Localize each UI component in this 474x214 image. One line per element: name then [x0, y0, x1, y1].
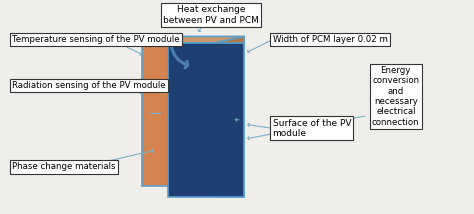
Text: Width of PCM layer 0.02 m: Width of PCM layer 0.02 m — [273, 35, 387, 44]
Text: Temperature sensing of the PV module: Temperature sensing of the PV module — [12, 35, 180, 44]
Bar — [142, 43, 216, 186]
Text: Surface of the PV
module: Surface of the PV module — [273, 119, 351, 138]
Text: Heat exchange
between PV and PCM: Heat exchange between PV and PCM — [163, 5, 259, 25]
Bar — [168, 43, 244, 197]
Polygon shape — [216, 36, 244, 197]
Text: Energy
conversion
and
necessary
electrical
connection: Energy conversion and necessary electric… — [372, 66, 419, 127]
Text: Phase change materials: Phase change materials — [12, 162, 115, 171]
Polygon shape — [142, 36, 244, 43]
Text: Radiation sensing of the PV module: Radiation sensing of the PV module — [12, 81, 165, 90]
